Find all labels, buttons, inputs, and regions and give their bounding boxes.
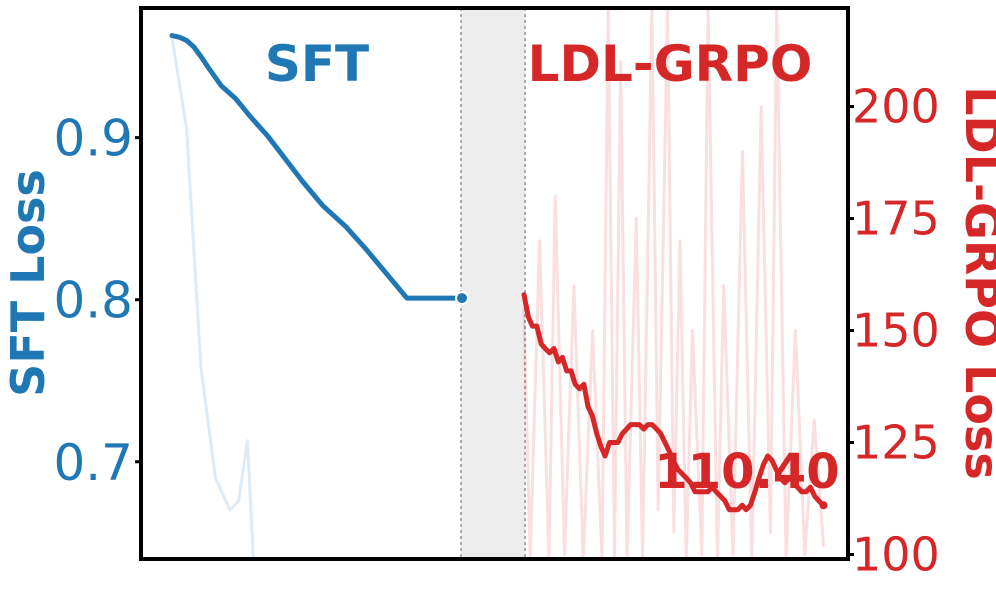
ldl-grpo-raw-line (522, 8, 825, 559)
sft-raw-line (170, 35, 255, 558)
right-tick-label: 125 (852, 416, 940, 470)
right-axis-ticks: 100 125 150 175 200 (848, 80, 940, 582)
ldl-grpo-panel-label: LDL-GRPO (528, 35, 813, 93)
left-tick-label: 0.8 (53, 272, 133, 330)
ldl-grpo-end-marker (819, 501, 828, 510)
transition-band (461, 8, 525, 559)
left-y-axis-label: SFT Loss (1, 169, 55, 397)
plot-frame (139, 6, 850, 561)
sft-panel-label: SFT (265, 35, 369, 93)
sft-smoothed-line (169, 33, 459, 301)
series-group (169, 8, 828, 559)
right-y-axis-label: LDL-GRPO Loss (955, 86, 996, 480)
right-tick-label: 200 (852, 80, 940, 134)
ldl-grpo-smoothed-line (521, 292, 826, 513)
left-tick-label: 0.7 (53, 434, 133, 492)
right-tick-label: 150 (852, 304, 940, 358)
left-axis-ticks: 0.7 0.8 0.9 (53, 110, 141, 492)
left-tick-label: 0.9 (53, 110, 133, 168)
series-clip-group (169, 8, 826, 559)
right-tick-label: 100 (852, 528, 940, 582)
right-tick-label: 175 (852, 192, 940, 246)
final-value-annotation: 110.40 (654, 444, 839, 500)
sft-end-marker (455, 291, 469, 306)
